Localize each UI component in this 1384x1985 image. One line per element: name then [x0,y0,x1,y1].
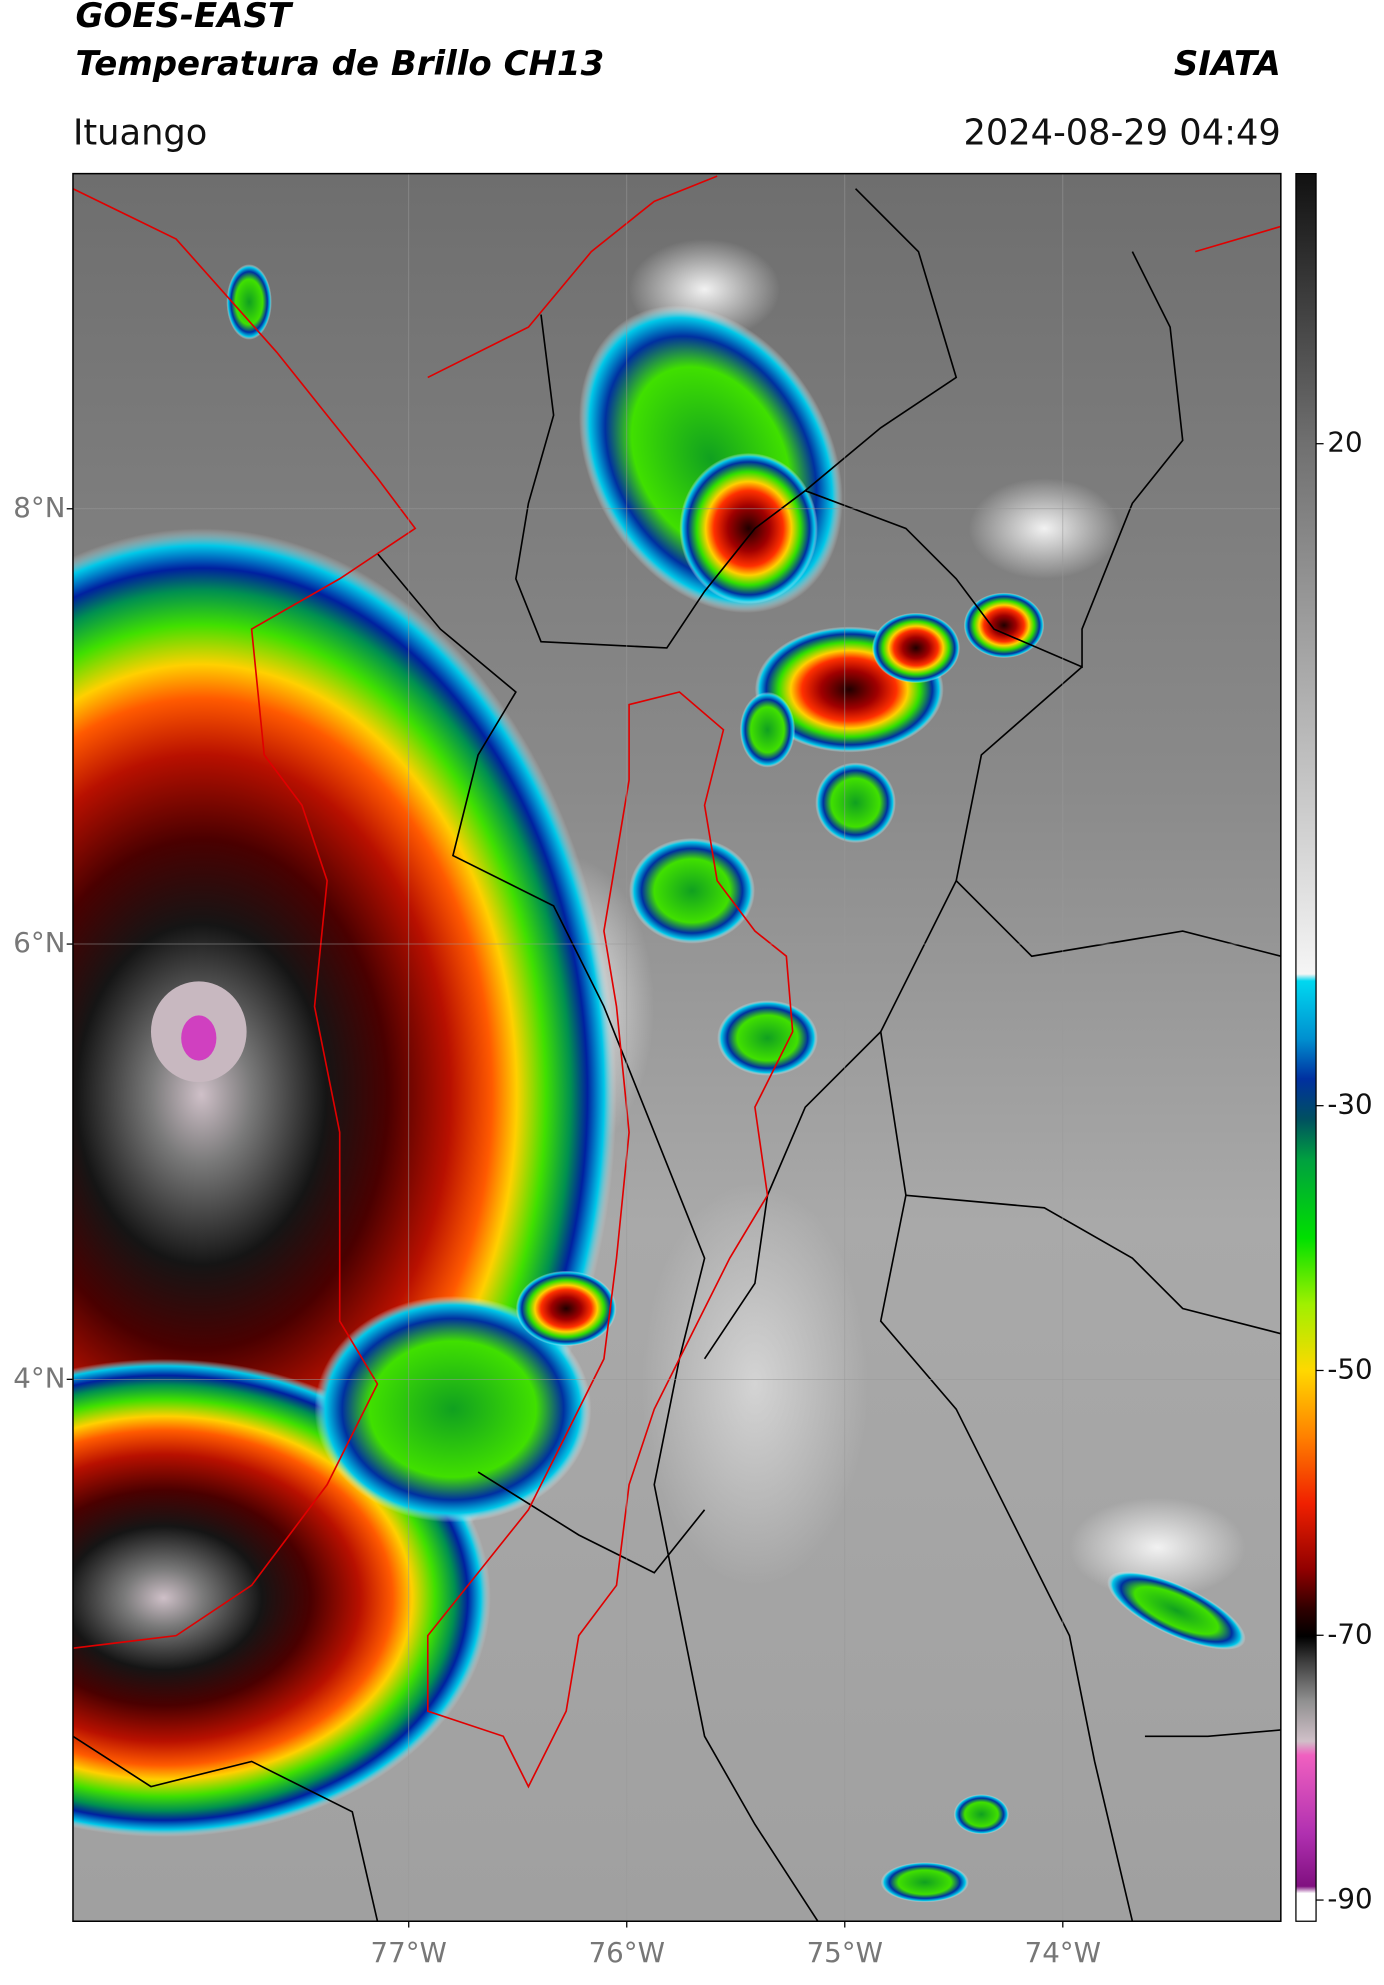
colorbar-tick-label: -70 [1327,1617,1372,1650]
axes: 8°N 6°N 4°N 77°W 76°W 75°W 74°W 20 -30 -50 -70 -90 [13,173,1373,1969]
storm-cell [717,1000,818,1076]
timestamp: 2024-08-29 04:49 [963,113,1280,154]
map-imagery [72,173,1281,1922]
storm-cell [953,1794,1010,1835]
storm-cell [1107,1571,1246,1650]
storm-cell [739,691,796,768]
storm-cell [871,612,960,684]
boundaries [72,188,1281,1922]
lon-tick-label: 77°W [371,1936,447,1969]
lon-tick-label: 76°W [589,1936,665,1969]
source: SIATA [1174,44,1281,84]
colorbar [1295,172,1317,1922]
storm-cell [314,1295,592,1523]
cloud [641,1182,869,1586]
storm-cell [629,837,755,944]
lat-tick-label: 4°N [13,1361,65,1394]
colorbar-tick-label: -30 [1327,1088,1372,1121]
title-line2: Temperatura de Brillo CH13 [75,44,604,84]
map-frame [72,172,1282,1922]
colorbar-tick-label: -50 [1327,1352,1372,1385]
storm-cell [226,264,272,340]
storm-cell [880,1862,969,1903]
cloud [968,478,1120,579]
lon-tick-label: 75°W [807,1936,883,1969]
location: Ituango [73,113,207,154]
storm-cell [963,592,1045,659]
colorbar-tick-label: 20 [1327,426,1362,459]
lon-tick-label: 74°W [1025,1936,1101,1969]
storm-cell [679,452,818,604]
storm-cell [815,762,896,843]
lat-tick-label: 6°N [13,926,65,959]
storm-cell [515,1270,617,1347]
cloud [1069,1497,1246,1598]
lat-tick-label: 8°N [13,491,65,524]
storm-core [181,1015,217,1061]
title-line1: GOES-EAST [75,0,293,36]
colorbar-tick-label: -90 [1327,1882,1372,1915]
